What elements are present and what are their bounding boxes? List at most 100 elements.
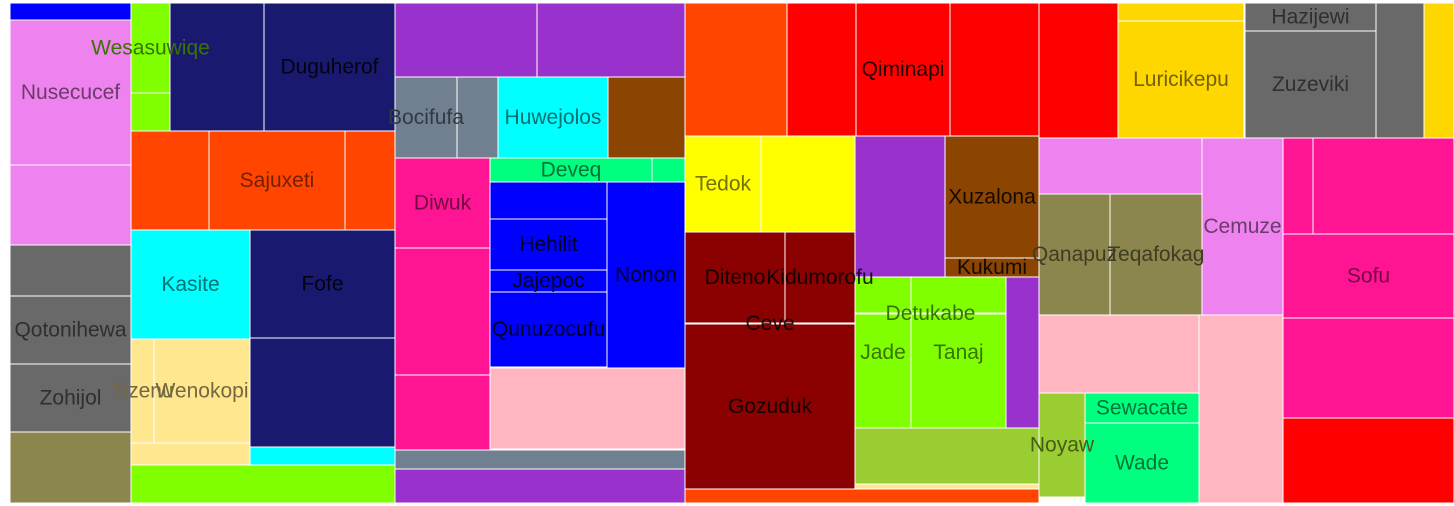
treemap-cell-g1-0 (394, 2, 538, 78)
treemap-label-diwuk: Diwuk (414, 192, 472, 215)
treemap-label-wesasuwiqe: Wesasuwiqe (91, 37, 210, 60)
treemap-label-bocifufa: Bocifufa (388, 106, 464, 129)
treemap-cell-g0-0 (9, 2, 132, 21)
treemap-label-wenokopi: Wenokopi (155, 380, 248, 403)
treemap-cell-g3-0 (1038, 2, 1119, 139)
treemap-label-wade: Wade (1115, 452, 1169, 475)
treemap-cell-huwejolos (497, 76, 609, 159)
treemap-cell-g3-6 (1423, 2, 1454, 139)
treemap-cell-zohijol (9, 363, 132, 433)
treemap-cell-wenokopi (153, 338, 251, 444)
treemap-cell-g2-18 (854, 483, 1040, 490)
treemap-label-zohijol: Zohijol (40, 387, 102, 410)
treemap-label-teqafokag: Teqafokag (1108, 243, 1205, 266)
treemap-label-kasite: Kasite (161, 273, 219, 296)
treemap-cell-g0-3 (9, 244, 132, 297)
treemap-label-sewacate: Sewacate (1096, 397, 1188, 420)
treemap-cell-g1-5 (607, 76, 686, 159)
treemap-cell-duguherof (263, 2, 396, 132)
treemap-cell-g3-1 (1117, 2, 1245, 22)
treemap-cell-diwuk (394, 157, 491, 249)
treemap-cell-xuzalona (944, 135, 1040, 259)
treemap-cell-tanaj (910, 276, 1007, 429)
treemap-cell-g1-1 (536, 2, 686, 78)
treemap-cell-nonon (606, 181, 686, 369)
treemap-cell-sajuxeti (208, 130, 346, 231)
treemap-cell-hehilit (489, 218, 608, 271)
treemap-cell-jade (854, 276, 912, 429)
treemap-cell-g2-16 (1005, 276, 1040, 429)
treemap-label-kukumi: Kukumi (957, 256, 1027, 279)
treemap-cell-g2-3 (949, 2, 1040, 137)
treemap-cell-g1-18 (394, 468, 686, 504)
treemap-label-gozuduk: Gozuduk (728, 395, 813, 418)
treemap-cell-g2-19 (684, 488, 1040, 504)
treemap-label-qunuzocufu: Qunuzocufu (492, 318, 605, 341)
treemap-cell-g0-9 (169, 2, 265, 132)
treemap-label-jajepoc: Jajepoc (512, 270, 584, 293)
treemap-cell-g1-10 (394, 374, 491, 451)
treemap-label-diteno: Diteno (705, 266, 766, 289)
treemap-label-jade: Jade (860, 341, 906, 364)
treemap-cell-cemuze (1201, 137, 1284, 316)
treemap-cell-g0-20 (249, 446, 396, 466)
treemap-label-qanapuz: Qanapuz (1032, 243, 1117, 266)
treemap-cell-g0-19 (249, 337, 396, 448)
treemap-label-sofu: Sofu (1347, 265, 1390, 288)
treemap-cell-g1-11 (489, 181, 608, 220)
treemap-label-tizenu: Tizenu (111, 380, 173, 403)
treemap-cell-g3-7 (1038, 137, 1203, 195)
treemap-label-huwejolos: Huwejolos (505, 106, 602, 129)
treemap-label-xuzalona: Xuzalona (948, 186, 1036, 209)
treemap-label-tedok: Tedok (695, 173, 752, 196)
treemap-cell-g3-14 (1282, 317, 1454, 419)
treemap-cell-nusecucef (9, 19, 132, 166)
treemap-cell-g2-17 (854, 427, 1040, 485)
treemap-label-nusecucef: Nusecucef (21, 81, 120, 104)
treemap-cell-g0-6 (9, 431, 132, 504)
treemap-label-detukabe: Detukabe (886, 302, 976, 325)
treemap-cell-g0-8 (130, 92, 171, 132)
treemap-cell-g3-15 (1038, 314, 1200, 394)
treemap-cell-g2-5 (760, 135, 856, 233)
treemap-label-tanaj: Tanaj (933, 341, 983, 364)
treemap-cell-g0-17 (130, 442, 251, 466)
treemap-label-ceve: Ceve (745, 312, 794, 335)
treemap-cell-sofu (1282, 233, 1454, 319)
treemap-label-duguherof: Duguherof (280, 56, 378, 79)
treemap-label-luricikepu: Luricikepu (1133, 68, 1229, 91)
treemap-cell-g3-12 (1312, 137, 1454, 235)
treemap-cell-g3-11 (1282, 137, 1314, 235)
treemap-cell-wade (1084, 422, 1200, 504)
treemap-cell-g3-5 (1375, 2, 1425, 139)
treemap-cell-g2-10 (854, 135, 946, 278)
treemap-label-qiminapi: Qiminapi (862, 58, 945, 81)
treemap-cell-g0-2 (9, 164, 132, 246)
treemap-cell-fofe (249, 229, 396, 339)
treemap-label-hazijewi: Hazijewi (1271, 6, 1349, 29)
treemap-cell-zuzeviki (1244, 30, 1377, 139)
treemap-cell-qiminapi (855, 2, 951, 137)
treemap-cell-g2-1 (786, 2, 857, 137)
treemap-cell-g0-21 (130, 464, 396, 504)
treemap-label-kidumorofu: Kidumorofu (766, 266, 873, 289)
treemap-cell-g3-20 (1282, 417, 1454, 504)
treemap-cell-g1-7 (651, 157, 686, 183)
treemap-cell-luricikepu (1117, 20, 1245, 139)
treemap-label-nonon: Nonon (615, 264, 677, 287)
treemap-cell-g0-11 (130, 130, 210, 231)
treemap-cell-sewacate (1084, 392, 1200, 424)
treemap-label-cemuze: Cemuze (1203, 215, 1281, 238)
treemap-cell-g1-9 (394, 247, 491, 376)
treemap-label-deveq: Deveq (541, 159, 602, 182)
treemap-cell-qotonihewa (9, 295, 132, 365)
treemap-cell-g1-17 (394, 449, 686, 470)
treemap-cell-kidumorofu (784, 231, 856, 324)
treemap-label-sajuxeti: Sajuxeti (240, 169, 315, 192)
treemap-label-noyaw: Noyaw (1030, 434, 1095, 457)
treemap-cell-g3-16 (1198, 314, 1284, 504)
treemap-label-hehilit: Hehilit (519, 233, 578, 256)
treemap-cell-g1-16 (489, 367, 686, 450)
treemap-label-zuzeviki: Zuzeviki (1272, 73, 1349, 96)
